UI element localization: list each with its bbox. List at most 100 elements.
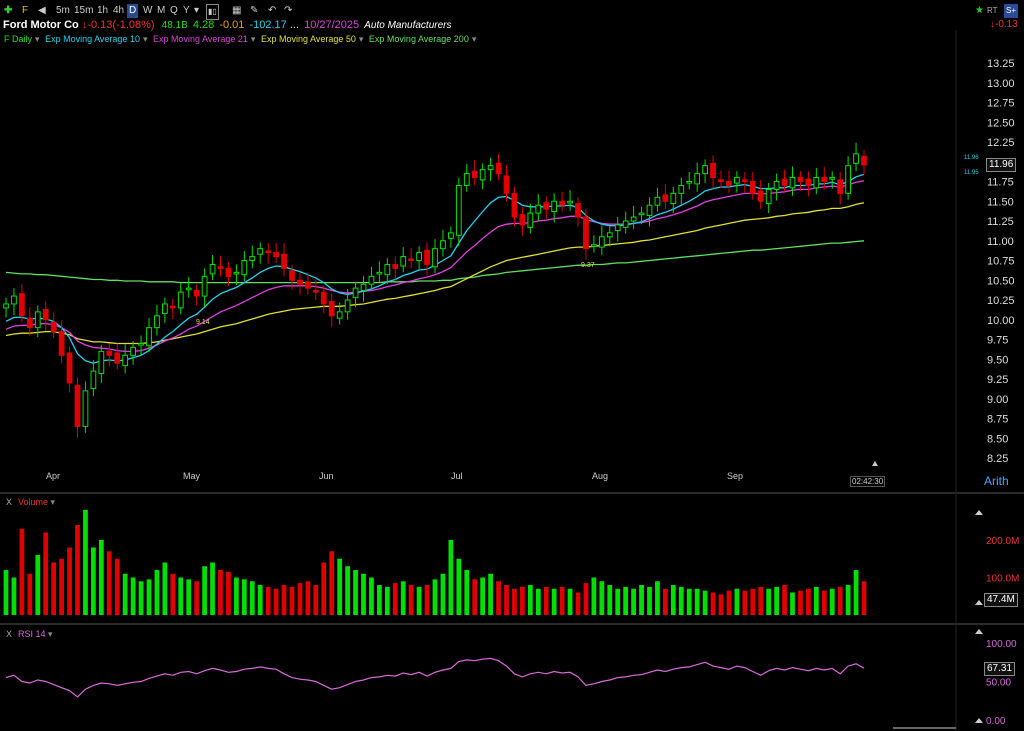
- undo-icon[interactable]: ↶: [268, 5, 277, 16]
- tf-4h[interactable]: 4h: [113, 5, 125, 16]
- chevron-down-icon[interactable]: ▾: [250, 34, 256, 44]
- volume-bar: [345, 566, 350, 615]
- volume-bar: [130, 577, 136, 615]
- collapse-icon[interactable]: [975, 718, 983, 723]
- tf-q[interactable]: Q: [170, 5, 178, 16]
- legend-ema21[interactable]: Exp Moving Average 21: [153, 34, 248, 44]
- volume-bar: [289, 586, 295, 615]
- volume-bar: [829, 588, 835, 615]
- stat-value: -102.17: [249, 19, 287, 31]
- volume-bar: [321, 562, 327, 615]
- chevron-down-icon[interactable]: ▾: [35, 34, 40, 44]
- legend-symbol[interactable]: F Daily: [4, 34, 33, 44]
- close-icon[interactable]: X: [6, 497, 13, 507]
- volume-bar: [353, 570, 358, 615]
- volume-panel-title[interactable]: X Volume ▾: [6, 497, 55, 508]
- volume-bar: [392, 583, 398, 615]
- candle-body: [829, 177, 836, 180]
- candle-body: [630, 216, 637, 222]
- volume-bar: [845, 585, 851, 615]
- tf-m[interactable]: M: [157, 5, 166, 16]
- volume-bar: [35, 555, 41, 615]
- volume-bar: [647, 586, 652, 615]
- chevron-down-icon[interactable]: ▾: [471, 34, 477, 44]
- play-icon[interactable]: ◀: [38, 5, 46, 16]
- volume-bar: [106, 551, 112, 615]
- volume-bars: [3, 510, 867, 615]
- volume-tick-label: 200.0M: [986, 536, 1019, 547]
- scroll-up-icon[interactable]: [872, 461, 878, 466]
- chevron-down-icon[interactable]: ▾: [48, 497, 56, 507]
- volume-bar: [3, 570, 9, 615]
- tf-5m[interactable]: 5m: [56, 5, 70, 16]
- volume-bar: [527, 585, 533, 615]
- price-tick-label: 8.25: [987, 453, 1008, 465]
- volume-bar: [798, 590, 803, 615]
- countdown-timer: 02:42:30: [850, 476, 886, 487]
- volume-bar: [11, 577, 17, 615]
- candle-type-icon[interactable]: ▮▯: [206, 4, 219, 20]
- volume-bar: [241, 579, 247, 615]
- volume-bar: [59, 558, 64, 615]
- volume-bar: [377, 585, 382, 615]
- volume-bar: [257, 585, 263, 615]
- s-plus-badge[interactable]: S+: [1004, 4, 1019, 18]
- rsi-panel-title[interactable]: X RSI 14 ▾: [6, 629, 53, 640]
- volume-bar: [663, 588, 668, 615]
- tf-y[interactable]: Y: [183, 5, 190, 16]
- float-value: 48.1B: [161, 20, 188, 31]
- symbol-f-link[interactable]: F: [22, 5, 29, 16]
- candle-body: [249, 256, 256, 261]
- candle-body: [19, 293, 25, 317]
- rt-badge[interactable]: RT: [987, 6, 998, 15]
- tf-1h[interactable]: 1h: [97, 5, 109, 16]
- volume-bar: [178, 577, 184, 615]
- volume-bar: [114, 558, 120, 615]
- redo-icon[interactable]: ↷: [284, 5, 293, 16]
- close-icon[interactable]: X: [6, 629, 13, 639]
- volume-bar: [559, 586, 565, 615]
- volume-bar: [670, 585, 676, 615]
- tf-d[interactable]: D: [127, 4, 139, 18]
- legend-ema10[interactable]: Exp Moving Average 10: [45, 34, 140, 44]
- volume-bar: [162, 562, 168, 615]
- star-icon[interactable]: ★: [975, 5, 984, 16]
- volume-bar: [432, 579, 438, 615]
- legend-ema50[interactable]: Exp Moving Average 50: [260, 34, 356, 44]
- candle-body: [289, 270, 295, 281]
- collapse-icon[interactable]: [975, 600, 983, 605]
- candle-body: [392, 263, 399, 269]
- price-tick-label: 9.00: [987, 394, 1008, 406]
- chevron-down-icon[interactable]: ▾: [194, 5, 200, 16]
- collapse-icon[interactable]: [975, 510, 983, 515]
- chevron-down-icon[interactable]: ▾: [45, 629, 53, 639]
- chevron-down-icon[interactable]: ▾: [358, 34, 364, 44]
- volume-bar: [98, 540, 104, 615]
- candle-body: [805, 178, 812, 186]
- chevron-down-icon[interactable]: ▾: [142, 34, 148, 44]
- candle-body: [90, 370, 97, 389]
- candle-body: [328, 301, 335, 317]
- rsi-tick-label: 50.00: [986, 678, 1011, 689]
- industry-label[interactable]: Auto Manufacturers: [364, 20, 452, 31]
- volume-bar: [567, 588, 573, 615]
- candle-body: [281, 253, 287, 269]
- candle-body: [797, 177, 804, 183]
- draw-icon[interactable]: ✎: [250, 5, 259, 16]
- more-ellipsis[interactable]: ...: [289, 19, 300, 31]
- legend-ema200[interactable]: Exp Moving Average 200: [368, 34, 469, 44]
- collapse-icon[interactable]: [975, 629, 983, 634]
- volume-bar: [416, 586, 422, 615]
- candle-body: [575, 203, 581, 218]
- volume-bar: [686, 588, 692, 615]
- grid-icon[interactable]: ▦: [232, 5, 242, 16]
- volume-bar: [273, 588, 279, 615]
- scale-toggle[interactable]: Arith: [984, 474, 1009, 488]
- candle-body: [702, 165, 708, 175]
- tf-15m[interactable]: 15m: [74, 5, 94, 16]
- candle-body: [74, 384, 81, 427]
- tf-w[interactable]: W: [143, 5, 153, 16]
- volume-bar: [281, 585, 287, 615]
- add-icon[interactable]: ✚: [4, 5, 13, 16]
